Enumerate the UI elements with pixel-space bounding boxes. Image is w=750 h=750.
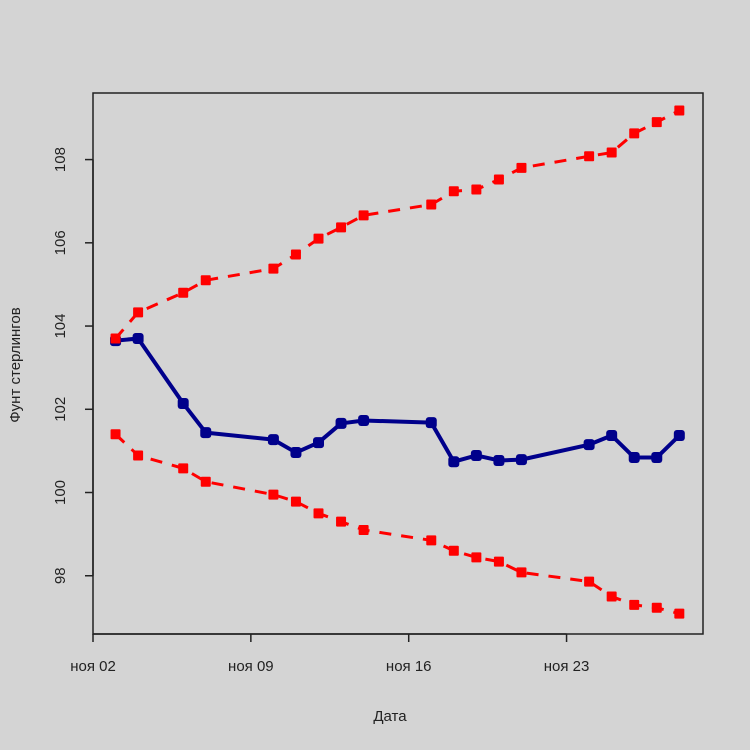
data-point-lower — [313, 508, 324, 519]
data-point-upper — [448, 186, 459, 197]
data-point-rate — [290, 447, 302, 459]
data-point-upper — [268, 263, 279, 274]
data-point-lower — [290, 496, 301, 507]
data-point-lower — [584, 576, 595, 587]
data-point-upper — [674, 105, 685, 116]
data-point-lower — [674, 608, 685, 619]
data-point-rate — [313, 437, 325, 449]
series-rate — [110, 333, 685, 468]
y-axis-label: Фунт стерлингов — [7, 307, 24, 422]
series-upper — [110, 105, 685, 344]
y-tick-label: 108 — [52, 147, 69, 172]
data-point-rate — [583, 439, 595, 451]
data-point-lower — [178, 463, 189, 474]
data-point-rate — [200, 427, 212, 439]
data-point-upper — [336, 222, 347, 233]
data-point-lower — [493, 556, 504, 567]
data-point-rate — [493, 454, 505, 466]
data-point-rate — [448, 456, 460, 468]
data-point-rate — [267, 434, 279, 446]
data-point-upper — [651, 117, 662, 128]
data-point-upper — [629, 128, 640, 139]
data-point-rate — [425, 417, 437, 429]
data-point-rate — [515, 454, 527, 466]
data-point-upper — [358, 210, 369, 221]
data-point-upper — [493, 174, 504, 185]
plot-marks — [110, 105, 685, 619]
data-point-upper — [516, 162, 527, 173]
data-point-lower — [606, 591, 617, 602]
data-point-upper — [200, 275, 211, 286]
data-point-upper — [606, 147, 617, 158]
y-tick-label: 106 — [52, 230, 69, 255]
data-point-upper — [426, 199, 437, 210]
data-point-rate — [628, 452, 640, 464]
axes: ноя 02 ноя 09 ноя 16 ноя 23 98 100 102 104 106 10… — [52, 147, 589, 675]
x-axis-label: Дата — [373, 708, 407, 725]
data-point-lower — [426, 535, 437, 546]
data-point-lower — [110, 429, 121, 440]
data-point-lower — [133, 450, 144, 461]
x-tick-label: ноя 09 — [228, 658, 274, 675]
data-point-rate — [673, 429, 685, 441]
x-tick-label: ноя 16 — [386, 658, 432, 675]
data-point-upper — [110, 333, 121, 344]
y-tick-label: 98 — [52, 567, 69, 584]
data-point-upper — [313, 233, 324, 244]
data-point-lower — [336, 516, 347, 527]
data-point-lower — [200, 476, 211, 487]
y-tick-label: 100 — [52, 480, 69, 505]
data-point-lower — [471, 552, 482, 563]
data-point-upper — [178, 287, 189, 298]
data-point-rate — [651, 452, 663, 464]
data-point-rate — [358, 415, 370, 427]
y-tick-label: 102 — [52, 397, 69, 422]
data-point-lower — [448, 545, 459, 556]
data-point-rate — [177, 397, 189, 409]
y-tick-label: 104 — [52, 314, 69, 339]
data-point-lower — [516, 567, 527, 578]
data-point-upper — [584, 151, 595, 162]
data-point-lower — [358, 524, 369, 535]
data-point-rate — [470, 449, 482, 461]
data-point-rate — [606, 429, 618, 441]
data-point-lower — [268, 489, 279, 500]
x-tick-label: ноя 02 — [70, 658, 116, 675]
data-point-upper — [290, 249, 301, 260]
data-point-upper — [471, 184, 482, 195]
x-tick-label: ноя 23 — [544, 658, 590, 675]
data-point-rate — [335, 417, 347, 429]
data-point-upper — [133, 307, 144, 318]
series-lower — [110, 429, 685, 619]
data-point-lower — [651, 602, 662, 613]
data-point-lower — [629, 599, 640, 610]
data-point-rate — [132, 333, 144, 345]
